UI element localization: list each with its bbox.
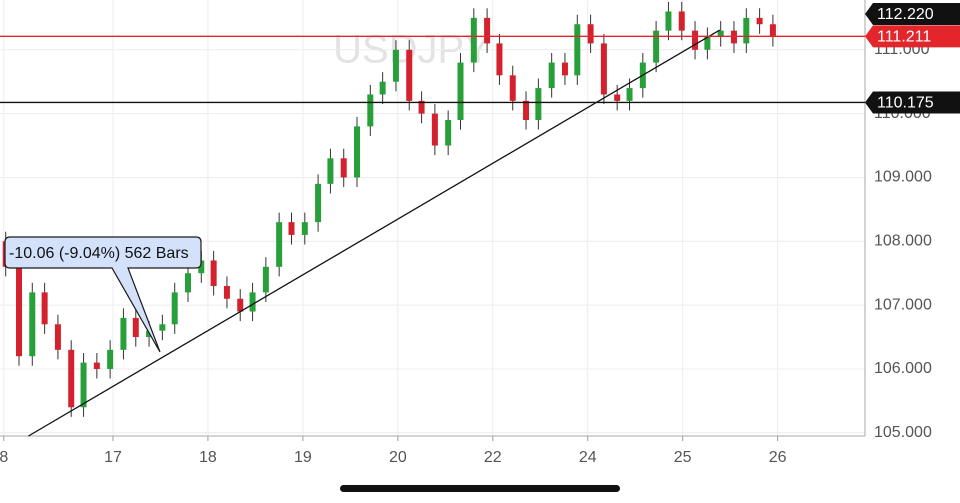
candle-body [678,11,685,31]
candle-body [692,30,699,50]
candle-body [614,94,621,101]
x-tick-label: 24 [579,449,597,466]
candle-body [315,183,322,223]
candle-body [54,324,61,350]
candle-body [120,317,127,350]
price-badge [865,25,960,48]
candle-body [159,324,166,331]
candle-body [327,158,334,184]
candle-body [41,292,48,325]
y-tick-label: 108.000 [874,233,932,250]
candle-body [340,158,347,178]
home-indicator [340,485,620,492]
candle-body [548,62,555,89]
y-tick-label: 105.000 [874,424,932,441]
price-badge-label: 111.211 [877,29,931,46]
candle-body [496,43,503,76]
y-tick-label: 106.000 [874,360,932,377]
candle-body [717,30,724,38]
callout [4,236,202,353]
candle-body [561,62,568,76]
trend-line [28,29,721,437]
x-tick-label: 22 [484,449,502,466]
candle-body [210,260,217,286]
candle-body [626,88,633,101]
candle-body [379,81,386,95]
price-badge-label: 112.220 [877,6,934,23]
candle-body [653,30,660,63]
candle-body [93,362,100,369]
candle-body [262,266,269,293]
candle-body [523,100,530,121]
candle-body [587,24,594,44]
x-tick-label: 25 [674,449,692,466]
candle-body [171,292,178,325]
candle-body [574,24,581,76]
x-tick-label: 19 [294,449,312,466]
candle-body [704,37,711,50]
candle-body [249,292,256,312]
candle-body [756,17,763,25]
candle-body [276,222,283,267]
x-tick-label: 26 [769,449,787,466]
candle-body [132,317,139,338]
candle-body [509,75,516,101]
y-tick-label: 107.000 [874,296,932,313]
candle-body [769,24,776,38]
candle-body [367,94,374,127]
candle-body [198,260,205,274]
candle-body [68,349,75,408]
candle-body [743,17,750,44]
annotation: -10.06 (-9.04%) 562 Bars [9,245,189,262]
candle-body [431,113,438,146]
candle-body [15,266,22,357]
candle-body [418,100,425,114]
x-tick-label: 8 [0,449,8,466]
price-badge [865,3,960,25]
candles [2,1,776,417]
candle-body [29,292,36,357]
candle-body [185,273,192,293]
candle-body [392,49,399,82]
x-tick-label: 18 [199,449,217,466]
candle-body [470,17,477,63]
candle-body [445,120,452,146]
price-badge [865,91,960,114]
candle-body [301,222,308,235]
candle-body [406,49,413,101]
candle-body [223,285,230,299]
candle-body [80,362,87,408]
x-tick-label: 20 [389,449,407,466]
candle-body [535,88,542,121]
candle-body [665,11,672,31]
candle-body [107,349,114,369]
candle-body [484,17,491,44]
candle-body [288,222,295,235]
candle-body [457,62,464,121]
candle-body [354,126,361,178]
y-tick-label: 109.000 [874,169,932,186]
candle-body [237,298,244,312]
price-badge-label: 110.175 [877,95,934,112]
candle-body [600,43,607,95]
candle-body [730,30,737,44]
x-tick-label: 17 [104,449,122,466]
